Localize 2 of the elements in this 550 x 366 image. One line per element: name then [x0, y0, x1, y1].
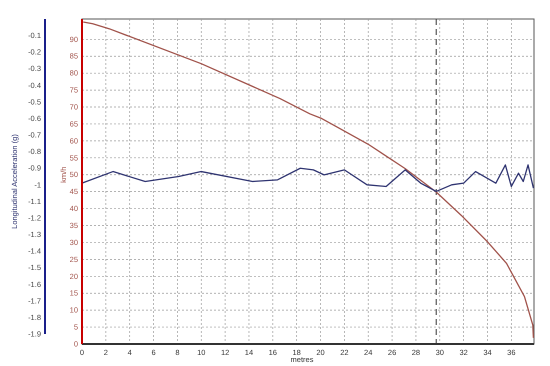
- line-series: [81, 164, 534, 192]
- line-series: [82, 21, 534, 339]
